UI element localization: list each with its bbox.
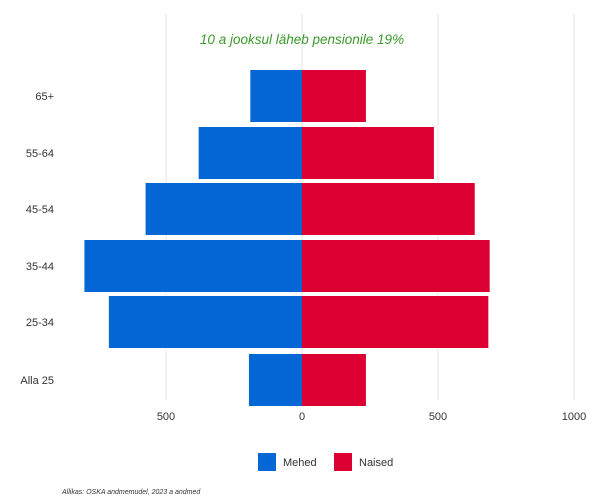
source-note: Allikas: OSKA andmemudel, 2023 a andmed — [61, 489, 201, 496]
category-label-3: 35-44 — [26, 261, 54, 273]
category-label-0: 65+ — [35, 91, 54, 103]
bar-mehed-4 — [108, 296, 302, 348]
category-label-2: 45-54 — [26, 204, 54, 216]
x-tick-label-3: 1000 — [562, 411, 586, 423]
bar-naised-3 — [302, 240, 490, 292]
category-labels: 65+ 55-64 45-54 35-44 25-34 Alla 25 — [20, 91, 54, 387]
bar-naised-1 — [302, 127, 434, 179]
bar-naised-5 — [302, 354, 366, 406]
legend-swatch-naised — [334, 453, 352, 471]
legend-label-mehed: Mehed — [283, 457, 317, 469]
bar-naised-4 — [302, 296, 489, 348]
x-tick-label-1: 0 — [299, 411, 305, 423]
bar-naised-0 — [302, 70, 366, 122]
legend-swatch-mehed — [258, 453, 276, 471]
bar-mehed-2 — [145, 183, 302, 235]
category-label-1: 55-64 — [26, 148, 54, 160]
category-label-4: 25-34 — [26, 317, 54, 329]
x-tick-labels: 500 0 500 1000 — [157, 411, 586, 423]
x-tick-label-2: 500 — [429, 411, 447, 423]
bar-naised-2 — [302, 183, 475, 235]
bar-mehed-1 — [198, 127, 302, 179]
legend: Mehed Naised — [258, 453, 393, 471]
bars — [84, 70, 490, 406]
x-tick-label-0: 500 — [157, 411, 175, 423]
legend-label-naised: Naised — [359, 457, 393, 469]
chart-title: 10 a jooksul läheb pensionile 19% — [200, 32, 404, 47]
category-label-5: Alla 25 — [20, 375, 54, 387]
bar-mehed-5 — [248, 354, 302, 406]
bar-mehed-3 — [84, 240, 303, 292]
bar-mehed-0 — [250, 70, 302, 122]
